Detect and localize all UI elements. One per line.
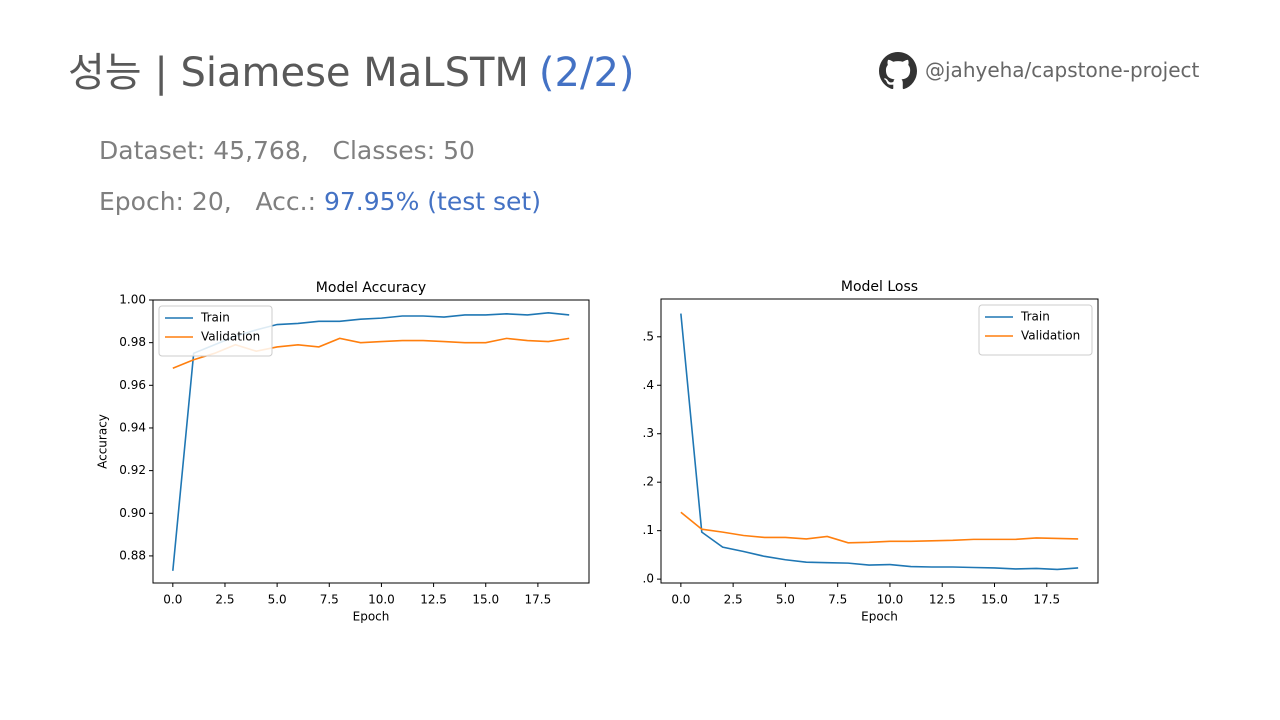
series-line xyxy=(680,313,1079,571)
legend-label: Validation xyxy=(201,330,260,344)
series-line xyxy=(680,511,1079,544)
slide-title: 성능 | Siamese MaLSTM (2/2) xyxy=(68,40,635,98)
y-tick-label: 0.94 xyxy=(119,420,146,434)
y-tick-label: .1 xyxy=(643,523,654,537)
y-tick-label: 0.92 xyxy=(119,463,146,477)
axes-frame xyxy=(152,299,590,584)
x-axis-label: Epoch xyxy=(353,610,390,624)
y-tick-label: .4 xyxy=(643,378,654,392)
x-tick-label: 17.5 xyxy=(1033,593,1060,607)
x-tick-label: 5.0 xyxy=(268,593,287,607)
github-icon xyxy=(879,52,917,90)
x-tick-label: 7.5 xyxy=(828,593,847,607)
y-tick-label: 0.96 xyxy=(119,378,146,392)
title-text: 성능 | Siamese MaLSTM xyxy=(68,50,529,96)
x-tick-label: 2.5 xyxy=(724,593,743,607)
x-tick-label: 10.0 xyxy=(877,593,904,607)
y-tick-label: .3 xyxy=(643,426,654,440)
repo-link[interactable]: @jahyeha/capstone-project xyxy=(925,58,1200,82)
y-tick-label: 1.00 xyxy=(119,293,146,307)
x-tick-label: 15.0 xyxy=(472,593,499,607)
y-tick-label: 0.90 xyxy=(119,506,146,520)
title-part: (2/2) xyxy=(538,50,635,96)
info-text: Dataset: 45,768, Classes: 50 xyxy=(99,136,475,165)
x-tick-label: 7.5 xyxy=(320,593,339,607)
x-tick-label: 2.5 xyxy=(215,593,234,607)
y-tick-label: .2 xyxy=(643,475,654,489)
info-line: Dataset: 45,768, Classes: 50 xyxy=(99,136,475,165)
legend-label: Train xyxy=(200,311,230,325)
x-tick-label: 0.0 xyxy=(163,593,182,607)
legend-label: Train xyxy=(1020,310,1050,324)
info-highlight: 97.95% (test set) xyxy=(324,187,541,216)
y-axis-label: Accuracy xyxy=(96,414,110,469)
y-tick-label: .0 xyxy=(643,572,654,586)
chart-title: Model Loss xyxy=(841,279,918,295)
chart-title: Model Accuracy xyxy=(316,280,426,296)
y-tick-label: .5 xyxy=(643,329,654,343)
x-tick-label: 17.5 xyxy=(525,593,552,607)
info-text: Epoch: 20, Acc.: xyxy=(99,187,324,216)
x-tick-label: 12.5 xyxy=(420,593,447,607)
y-tick-label: 0.88 xyxy=(119,548,146,562)
axes-frame xyxy=(660,298,1099,584)
x-tick-label: 15.0 xyxy=(981,593,1008,607)
x-axis-label: Epoch xyxy=(861,610,898,624)
info-line: Epoch: 20, Acc.: 97.95% (test set) xyxy=(99,187,541,216)
y-tick-label: 0.98 xyxy=(119,335,146,349)
x-tick-label: 5.0 xyxy=(776,593,795,607)
x-tick-label: 12.5 xyxy=(929,593,956,607)
x-tick-label: 0.0 xyxy=(671,593,690,607)
legend-label: Validation xyxy=(1021,329,1080,343)
x-tick-label: 10.0 xyxy=(368,593,395,607)
